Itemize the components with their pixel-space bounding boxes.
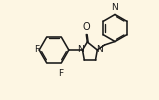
Text: O: O [82,22,90,32]
Text: N: N [111,3,118,12]
Text: N: N [77,45,84,54]
Text: F: F [34,45,39,54]
Text: N: N [96,45,103,54]
Text: F: F [58,69,63,78]
